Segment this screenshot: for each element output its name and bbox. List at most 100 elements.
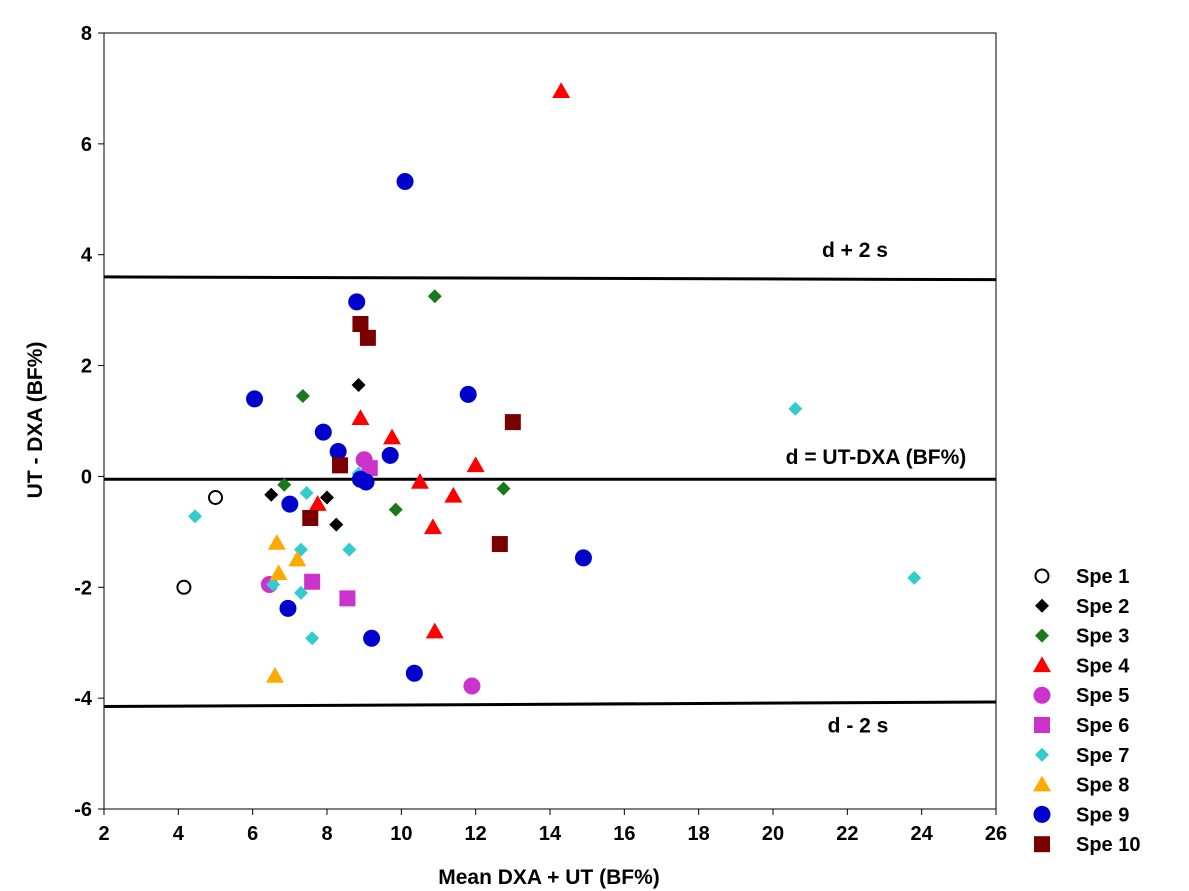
x-tick-label: 10: [390, 823, 412, 845]
data-point: [381, 446, 399, 464]
legend-marker: [1035, 747, 1049, 762]
data-point: [279, 599, 297, 617]
data-point: [410, 472, 429, 489]
x-tick-label: 16: [613, 823, 635, 845]
data-point: [302, 510, 319, 526]
data-point: [361, 460, 378, 477]
legend-label: Spe 3: [1076, 626, 1129, 648]
data-point: [265, 666, 284, 683]
data-point: [320, 490, 334, 505]
legend-marker: [1035, 628, 1049, 643]
legend-label: Spe 10: [1076, 834, 1140, 856]
x-tick-label: 22: [836, 823, 858, 845]
data-point: [352, 316, 369, 332]
legend-label: Spe 8: [1076, 775, 1129, 797]
data-points: [176, 82, 922, 695]
plot-area: [103, 32, 997, 810]
x-tick-label: 6: [247, 823, 258, 845]
data-point: [357, 473, 375, 491]
series-spe-1: [176, 489, 223, 595]
reference-line-label: d = UT-DXA (BF%): [786, 446, 967, 469]
legend-label: Spe 7: [1076, 745, 1129, 767]
data-point: [388, 502, 403, 517]
data-point: [277, 477, 292, 492]
data-point: [305, 631, 320, 646]
y-tick-label: -2: [74, 577, 92, 599]
data-point: [208, 489, 223, 505]
data-point: [308, 495, 327, 511]
data-point: [504, 414, 521, 431]
x-tick-label: 26: [985, 823, 1007, 845]
x-tick-label: 8: [321, 823, 332, 845]
reference-lines: d + 2 s d = UT-DXA (BF%) d - 2 s: [103, 239, 997, 738]
y-tick-label: -6: [74, 799, 92, 821]
data-point: [574, 549, 592, 567]
legend-marker: [1035, 598, 1049, 613]
legend-marker: [1033, 656, 1051, 673]
data-point: [405, 664, 423, 682]
data-point: [329, 517, 344, 532]
x-tick-label: 14: [539, 823, 562, 845]
data-point: [295, 389, 310, 404]
reference-line-label: d + 2 s: [822, 239, 888, 262]
series-spe-4: [308, 82, 571, 639]
y-tick-label: 2: [81, 356, 92, 378]
legend-marker: [1033, 805, 1051, 823]
data-point: [329, 442, 347, 460]
legend-label: Spe 5: [1076, 685, 1129, 707]
data-point: [907, 570, 922, 585]
y-tick-label: 8: [81, 23, 92, 45]
data-point: [266, 577, 281, 592]
data-point: [299, 486, 314, 501]
y-tick-label: 6: [81, 134, 92, 156]
data-point: [425, 622, 444, 639]
plot-frame: [103, 32, 997, 810]
series-spe-7: [188, 401, 922, 646]
reference-line-label: d - 2 s: [828, 715, 889, 738]
legend-marker: [1034, 836, 1050, 853]
data-point: [304, 573, 321, 590]
data-point: [288, 550, 307, 567]
data-point: [459, 385, 477, 403]
x-tick-label: 12: [465, 823, 487, 845]
data-point: [363, 629, 381, 647]
legend-label: Spe 9: [1076, 804, 1129, 826]
x-axis-title: Mean DXA + UT (BF%): [438, 866, 659, 889]
reference-line: [103, 275, 997, 282]
y-axis-title: UT - DXA (BF%): [24, 342, 47, 499]
y-tick-label: 0: [81, 466, 92, 488]
data-point: [314, 423, 332, 441]
data-point: [396, 173, 414, 191]
data-point: [339, 590, 356, 607]
data-point: [281, 495, 299, 513]
series-spe-10: [302, 316, 521, 553]
legend-label: Spe 4: [1076, 655, 1130, 677]
data-point: [427, 289, 442, 304]
legend-marker: [1034, 717, 1050, 733]
data-point: [269, 564, 288, 581]
legend-marker: [1034, 568, 1050, 584]
reference-line: [103, 700, 997, 708]
legend: Spe 1 Spe 2 Spe 3 Spe 4 Spe 5 Spe 6 Spe 7 Spe 8…: [1033, 566, 1140, 856]
y-tick-label: -4: [74, 688, 93, 710]
series-spe-6: [304, 460, 378, 607]
data-point: [552, 82, 571, 98]
legend-marker: [1033, 686, 1051, 704]
legend-marker: [1033, 775, 1051, 792]
data-point: [466, 456, 485, 473]
data-point: [423, 518, 442, 535]
legend-label: Spe 2: [1076, 596, 1129, 618]
series-spe-2: [264, 377, 366, 532]
x-tick-label: 2: [98, 823, 109, 845]
data-point: [246, 390, 264, 408]
x-tick-label: 4: [173, 823, 185, 845]
data-point: [332, 457, 349, 474]
data-point: [463, 677, 481, 695]
data-point: [293, 585, 308, 600]
data-point: [788, 401, 803, 416]
data-point: [383, 428, 402, 445]
y-tick-label: 4: [81, 245, 93, 267]
data-point: [444, 486, 463, 503]
